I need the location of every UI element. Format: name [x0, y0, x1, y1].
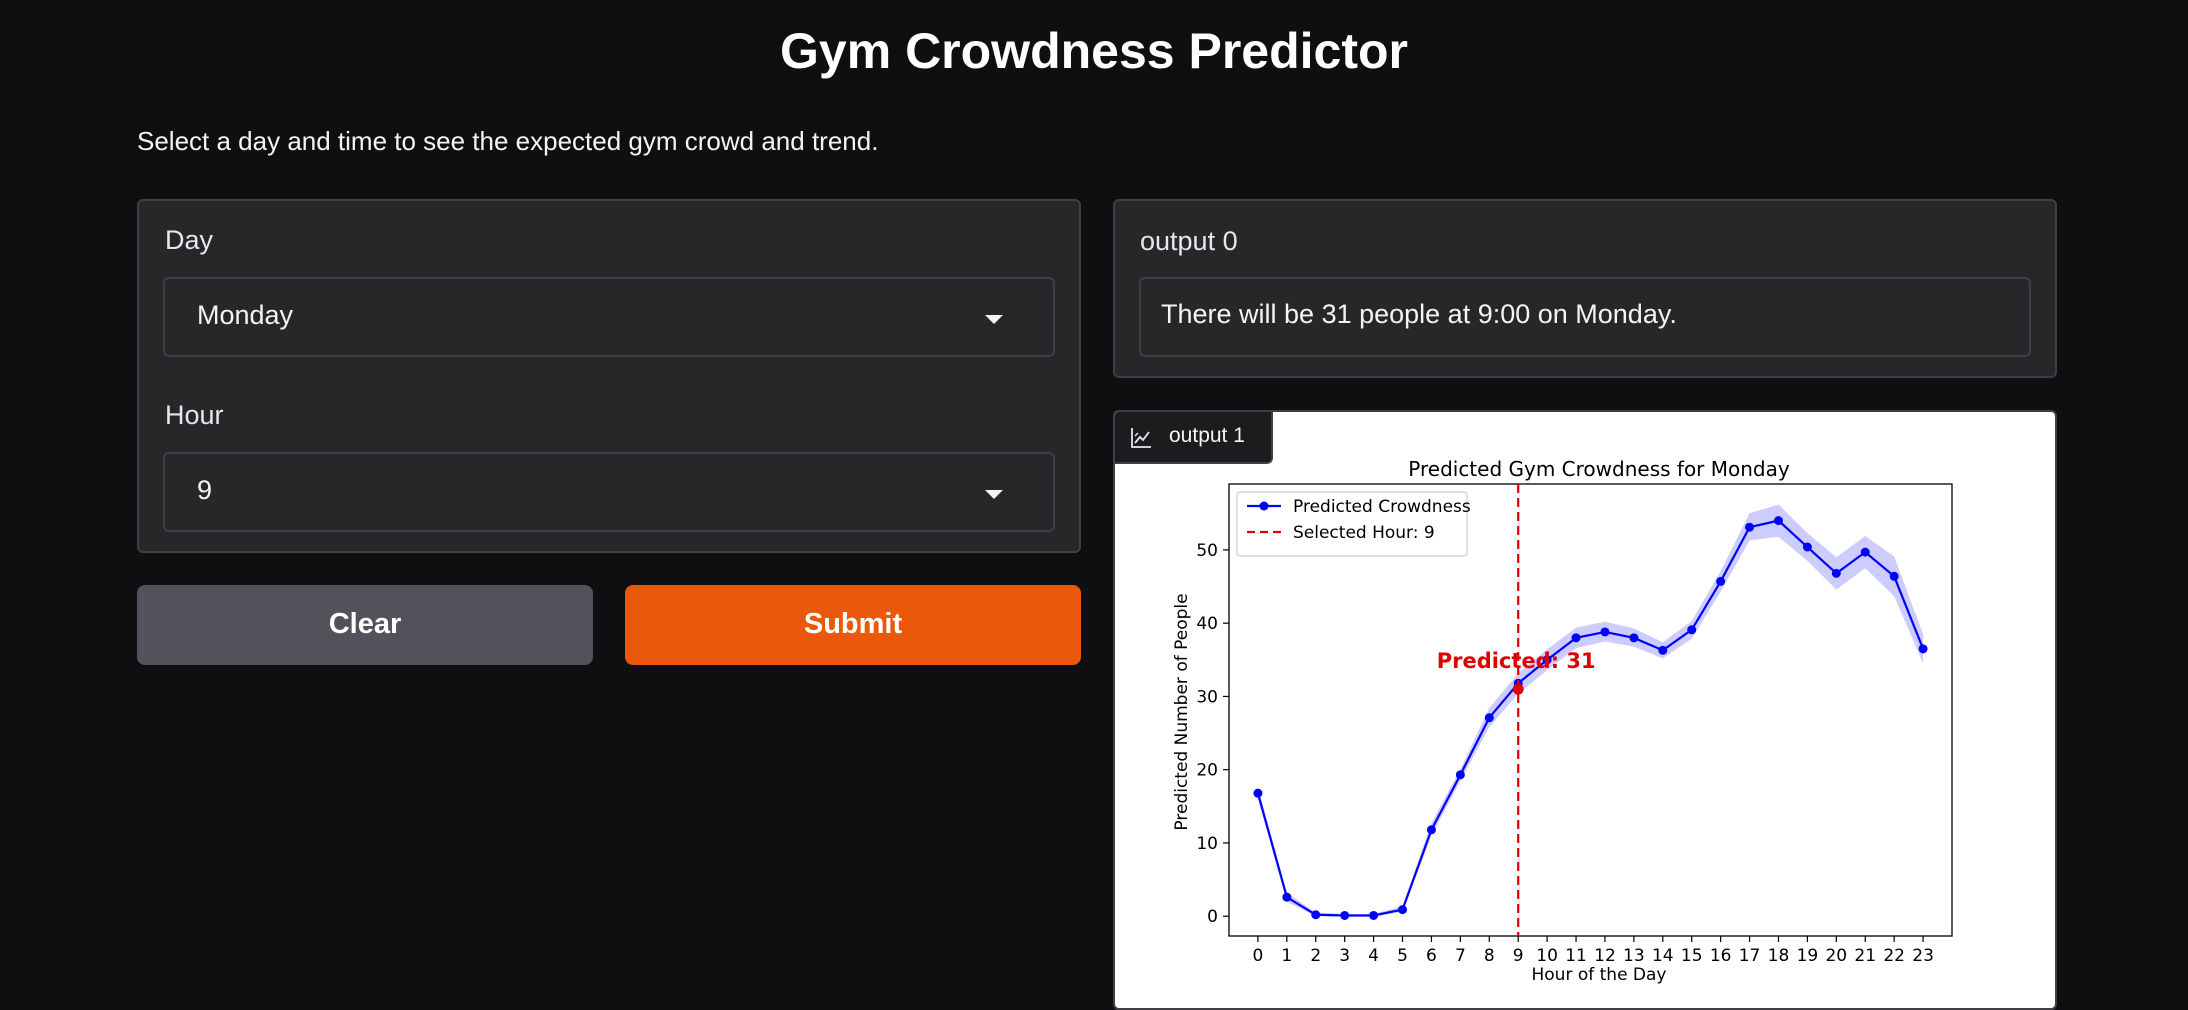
x-tick-label: 23	[1912, 946, 1934, 966]
y-tick-label: 0	[1207, 907, 1218, 927]
x-tick-label: 10	[1536, 946, 1558, 966]
x-tick-label: 3	[1339, 946, 1350, 966]
data-point	[1745, 522, 1755, 532]
data-point	[1455, 770, 1465, 780]
confidence-band	[1257, 504, 1924, 917]
x-tick-label: 13	[1623, 946, 1645, 966]
x-tick-label: 0	[1253, 946, 1264, 966]
data-point	[1889, 571, 1899, 581]
x-tick-label: 4	[1368, 946, 1379, 966]
x-axis-ticks: 0 1 2 3 4 5 6 7 8 9 10 11 12 13 14 15 16 17 18 19 20 21 22 23	[1253, 936, 1934, 966]
data-point	[1831, 568, 1841, 578]
data-point	[1542, 655, 1552, 665]
legend-box	[1236, 491, 1468, 557]
chevron-down-icon	[985, 490, 1003, 499]
x-tick-label: 22	[1883, 946, 1905, 966]
data-point	[1773, 516, 1783, 526]
text-output-label: output 0	[1140, 226, 1238, 256]
data-point	[1253, 788, 1263, 798]
x-tick-label: 16	[1710, 946, 1732, 966]
data-point	[1340, 910, 1350, 920]
text-output-box[interactable]: There will be 31 people at 9:00 on Monda…	[1139, 277, 2031, 357]
y-tick-label: 30	[1196, 687, 1218, 707]
page-description: Select a day and time to see the expecte…	[137, 126, 879, 156]
y-tick-label: 40	[1196, 614, 1218, 634]
hour-dropdown-value: 9	[197, 475, 213, 505]
x-tick-label: 2	[1310, 946, 1321, 966]
data-point	[1311, 910, 1321, 920]
predicted-crowdness-points	[1253, 516, 1928, 920]
predicted-annotation: Predicted: 31	[1437, 649, 1596, 673]
x-tick-label: 19	[1797, 946, 1819, 966]
data-point	[1282, 892, 1292, 902]
y-tick-label: 20	[1196, 761, 1218, 781]
page-title: Gym Crowdness Predictor	[780, 23, 1408, 79]
plot-area	[1228, 483, 1953, 937]
data-point	[1860, 547, 1870, 557]
selected-hour-point	[1512, 683, 1524, 695]
x-tick-label: 6	[1426, 946, 1437, 966]
data-point	[1629, 633, 1639, 643]
x-tick-label: 17	[1739, 946, 1761, 966]
x-tick-label: 14	[1652, 946, 1674, 966]
text-output-value: There will be 31 people at 9:00 on Monda…	[1161, 299, 1677, 329]
data-point	[1600, 627, 1610, 637]
chart-title: Predicted Gym Crowdness for Monday	[1408, 457, 1790, 481]
x-tick-label: 7	[1455, 946, 1466, 966]
plot-output-label: output 1	[1169, 424, 1245, 447]
chevron-down-icon	[985, 315, 1003, 324]
data-point	[1918, 644, 1928, 654]
plot-output-tab: output 1	[1115, 412, 1273, 464]
x-tick-label: 12	[1594, 946, 1616, 966]
data-point	[1716, 576, 1726, 586]
plot-output-panel: Predicted Gym Crowdness for Monday 0 10 20…	[1113, 410, 2057, 1010]
y-tick-label: 10	[1196, 834, 1218, 854]
hour-dropdown[interactable]: 9	[163, 452, 1055, 532]
legend-series-marker	[1259, 501, 1269, 511]
x-tick-label: 5	[1397, 946, 1408, 966]
inputs-panel: Day Monday Hour 9	[137, 199, 1081, 553]
text-output-panel: output 0 There will be 31 people at 9:00…	[1113, 199, 2057, 378]
day-label: Day	[165, 225, 214, 255]
x-tick-label: 20	[1825, 946, 1847, 966]
x-tick-label: 18	[1768, 946, 1790, 966]
x-tick-label: 15	[1681, 946, 1703, 966]
predicted-crowdness-line	[1256, 519, 1925, 917]
day-dropdown[interactable]: Monday	[163, 277, 1055, 357]
y-axis-ticks: 0 10 20 30 40 50	[1196, 541, 1229, 927]
legend-series-label: Predicted Crowdness	[1293, 497, 1471, 517]
data-point	[1687, 625, 1697, 635]
data-point	[1398, 905, 1408, 915]
legend-vline-label: Selected Hour: 9	[1293, 523, 1435, 543]
data-point	[1484, 713, 1494, 723]
data-point	[1369, 910, 1379, 920]
data-point	[1658, 645, 1668, 655]
data-point	[1802, 542, 1812, 552]
chart-legend: Predicted Crowdness Selected Hour: 9	[1236, 491, 1471, 557]
submit-button[interactable]: Submit	[625, 585, 1081, 665]
crowdness-chart: Predicted Gym Crowdness for Monday 01020…	[1172, 457, 1953, 985]
data-point	[1426, 825, 1436, 835]
x-tick-label: 8	[1484, 946, 1495, 966]
data-point	[1571, 633, 1581, 643]
y-axis-label: Predicted Number of People	[1172, 593, 1192, 830]
day-dropdown-value: Monday	[197, 300, 294, 330]
hour-label: Hour	[165, 400, 224, 430]
clear-button[interactable]: Clear	[137, 585, 593, 665]
y-tick-label: 50	[1196, 541, 1218, 561]
x-tick-label: 9	[1513, 946, 1524, 966]
x-axis-label: Hour of the Day	[1531, 965, 1666, 985]
x-tick-label: 21	[1854, 946, 1876, 966]
chart-icon	[1131, 428, 1151, 448]
x-tick-label: 11	[1565, 946, 1587, 966]
x-tick-label: 1	[1281, 946, 1292, 966]
